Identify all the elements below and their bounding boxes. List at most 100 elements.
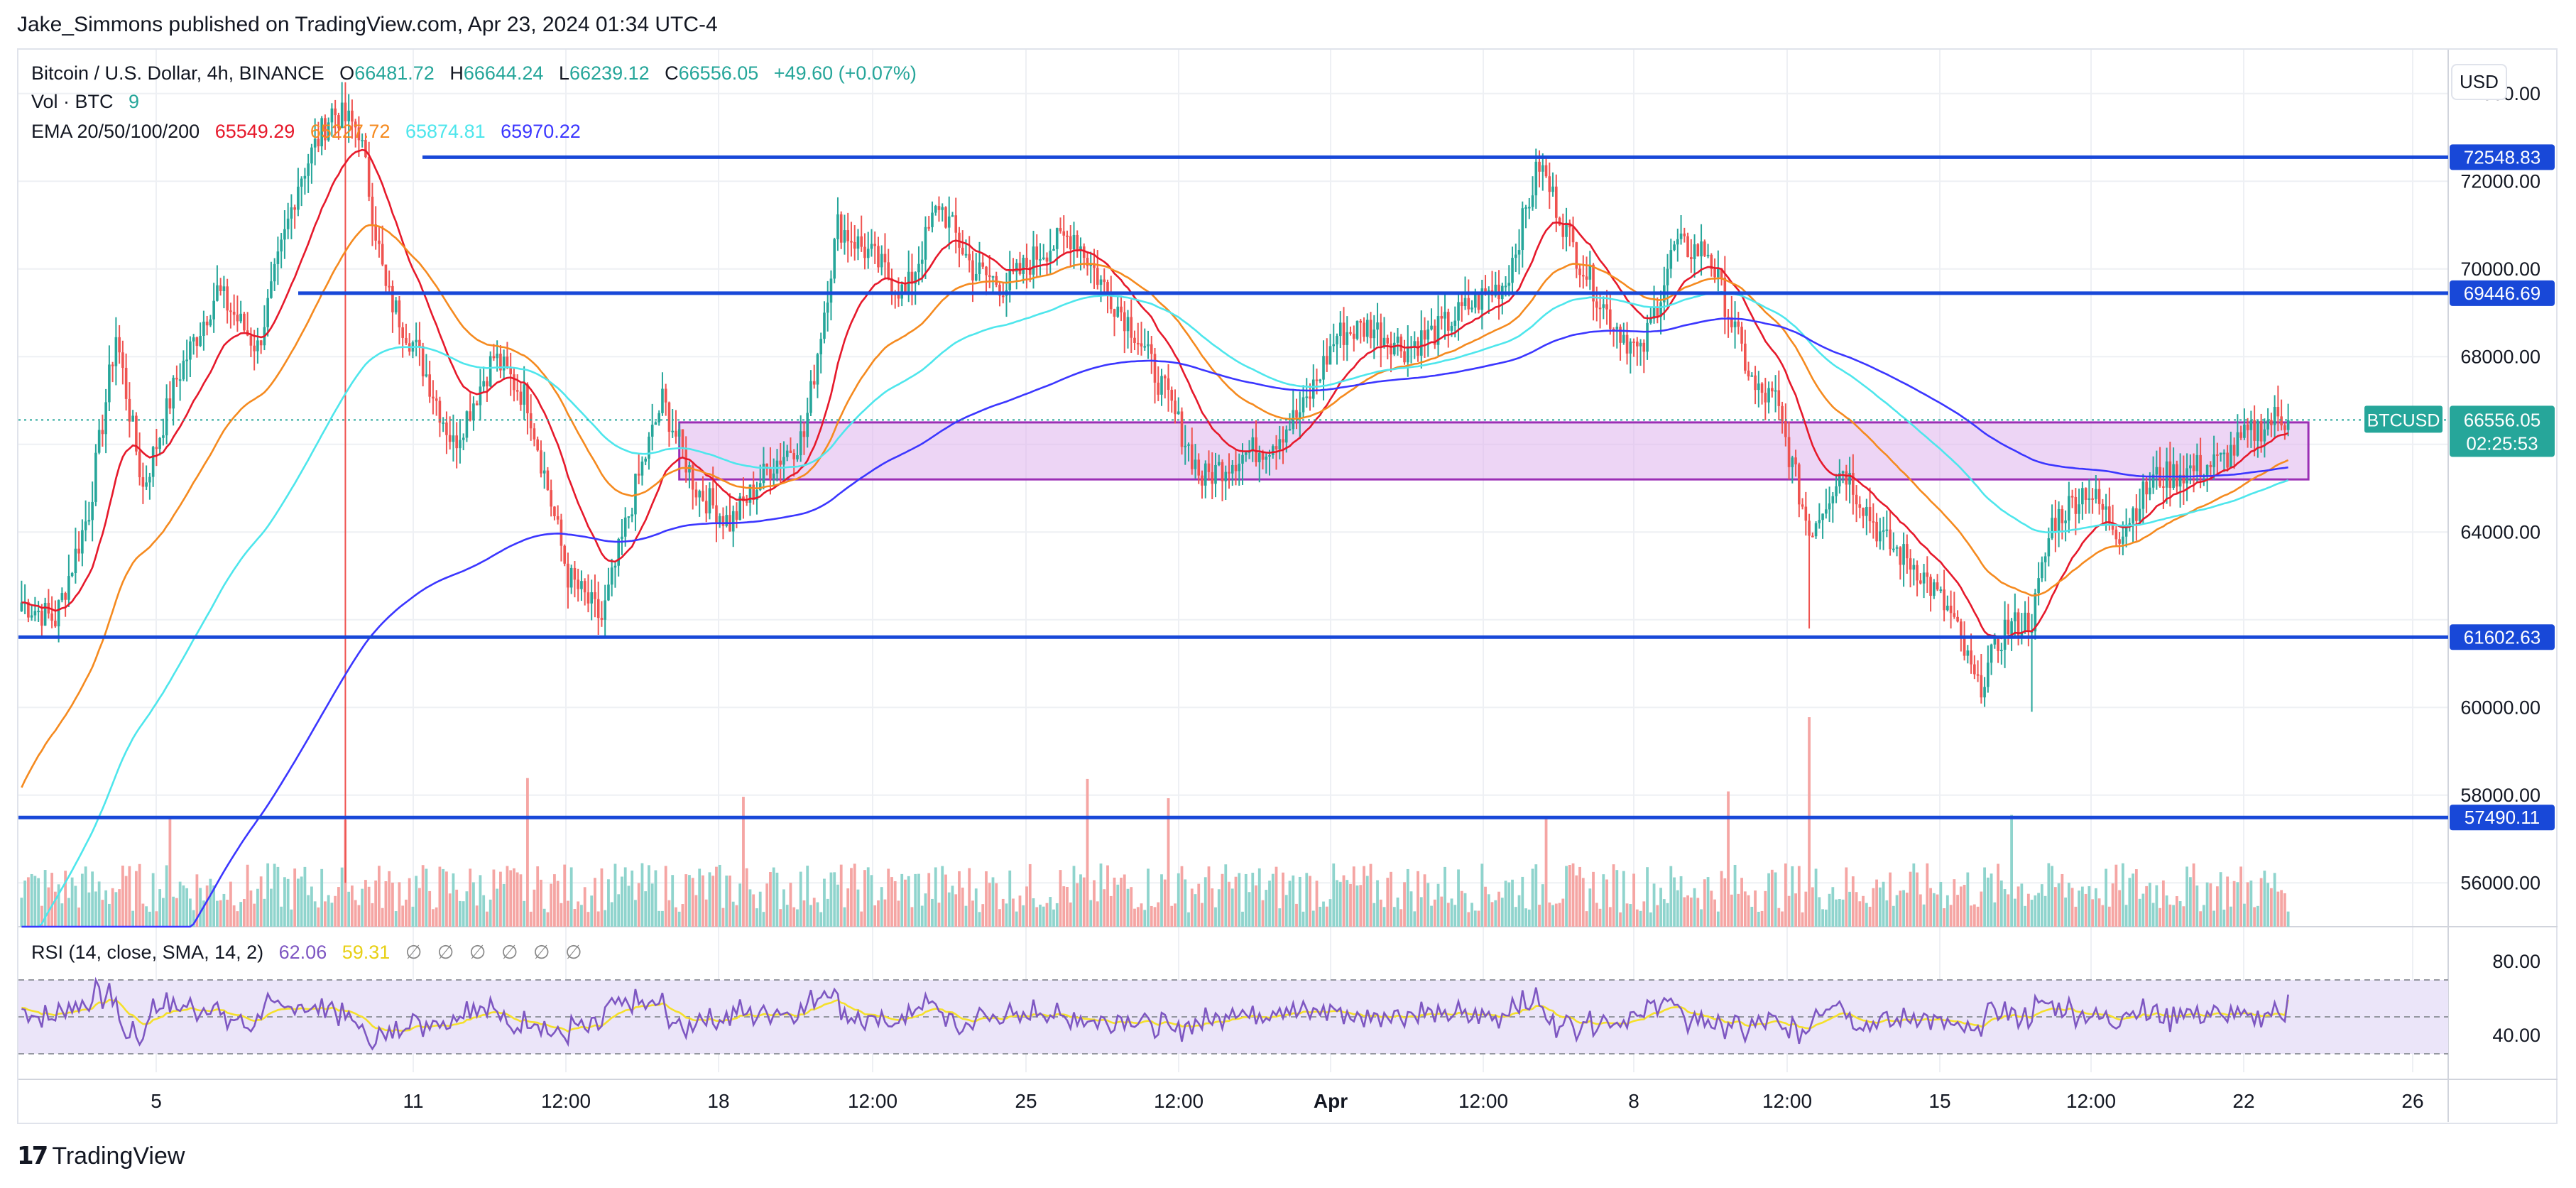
candle-body xyxy=(1561,224,1565,237)
volume-bar xyxy=(2070,888,2074,927)
candle-body xyxy=(748,484,752,503)
candle-body xyxy=(1453,320,1457,326)
candle-body xyxy=(998,285,1001,296)
candle-body xyxy=(1035,246,1039,260)
volume-bar xyxy=(1851,876,1855,927)
volume-bar xyxy=(1943,908,1945,927)
candle-body xyxy=(1160,376,1163,395)
volume-bar xyxy=(995,883,998,927)
volume-bar xyxy=(2202,905,2205,927)
time-tick-label: 22 xyxy=(2232,1090,2254,1112)
volume-bar xyxy=(648,865,650,927)
candle-body xyxy=(1443,312,1446,319)
volume-bar xyxy=(1450,898,1453,927)
volume-bar xyxy=(1214,907,1217,927)
candle-body xyxy=(819,339,823,354)
volume-bar xyxy=(1170,905,1174,927)
volume-bar xyxy=(964,905,968,927)
candle-body xyxy=(1103,279,1106,283)
candle-body xyxy=(141,477,145,487)
candle-body xyxy=(772,473,775,479)
volume-bar xyxy=(2151,903,2155,927)
volume-bar xyxy=(2155,885,2159,927)
candle-body xyxy=(1082,246,1086,258)
candle-body xyxy=(401,327,404,338)
volume-bar xyxy=(1470,903,1473,927)
volume-bar xyxy=(2034,895,2037,927)
volume-bar xyxy=(1177,873,1180,927)
volume-bar xyxy=(1926,863,1929,927)
volume-bar xyxy=(2016,886,2020,927)
candle-body xyxy=(1349,332,1352,334)
candle-body xyxy=(1446,312,1450,331)
candle-body xyxy=(745,501,748,503)
candle-body xyxy=(1167,378,1170,390)
candle-body xyxy=(2165,461,2168,488)
volume-bar xyxy=(401,905,405,927)
time-tick-label: 25 xyxy=(1015,1090,1037,1112)
candle-body xyxy=(1892,548,1895,550)
candle-body xyxy=(1163,376,1167,378)
open-label: O xyxy=(339,62,355,84)
volume-bar xyxy=(631,870,634,927)
volume-bar xyxy=(1831,887,1835,927)
candle-body xyxy=(553,506,556,516)
volume-bar xyxy=(391,882,394,927)
candle-body xyxy=(853,241,856,249)
candle-body xyxy=(985,266,988,276)
candle-body xyxy=(927,227,931,229)
rsi-line xyxy=(21,976,2289,1051)
low-label: L xyxy=(558,62,569,84)
candle-body xyxy=(2230,445,2232,468)
candle-body xyxy=(266,298,269,327)
candle-body xyxy=(499,354,502,371)
volume-bar xyxy=(1052,909,1055,927)
symbol-title[interactable]: Bitcoin / U.S. Dollar, 4h, BINANCE xyxy=(31,62,324,84)
candle-body xyxy=(2070,496,2074,498)
volume-label[interactable]: Vol · BTC xyxy=(31,91,114,112)
volume-bar xyxy=(799,871,802,927)
volume-bar xyxy=(2175,896,2178,927)
volume-bar xyxy=(1986,877,1990,927)
candle-body xyxy=(2178,474,2182,487)
volume-bar xyxy=(748,889,752,927)
candle-body xyxy=(1511,258,1514,283)
footer-brand[interactable]: 𝟭𝟳 TradingView xyxy=(17,1142,185,1170)
candle-body xyxy=(1534,161,1538,196)
volume-bar xyxy=(23,881,27,927)
price-tick-label: 68000.00 xyxy=(2460,346,2540,367)
candle-body xyxy=(425,374,428,376)
ema-label[interactable]: EMA 20/50/100/200 xyxy=(31,121,200,142)
candle-body xyxy=(1615,327,1619,329)
candle-body xyxy=(1355,320,1359,339)
rsi-label[interactable]: RSI (14, close, SMA, 14, 2) xyxy=(31,942,264,963)
candle-body xyxy=(185,359,188,361)
volume-bar xyxy=(219,900,222,927)
volume-bar xyxy=(715,866,718,927)
volume-bar xyxy=(1666,903,1669,927)
volume-bar xyxy=(536,866,540,927)
candle-body xyxy=(2259,421,2263,442)
candle-body xyxy=(432,396,435,399)
candle-body xyxy=(856,236,860,249)
volume-bar xyxy=(1882,881,1885,927)
volume-bar xyxy=(2226,876,2230,927)
candle-body xyxy=(1396,337,1399,343)
volume-bar xyxy=(725,876,728,927)
candle-body xyxy=(924,227,927,260)
candle-body xyxy=(1022,258,1025,274)
time-tick-label: 12:00 xyxy=(2066,1090,2116,1112)
candle-body xyxy=(1379,322,1382,347)
volume-bar xyxy=(772,867,775,927)
volume-bar xyxy=(94,891,97,927)
candle-body xyxy=(1902,544,1905,565)
candle-body xyxy=(1983,687,1986,698)
candle-body xyxy=(1666,268,1669,285)
candle-body xyxy=(1463,298,1467,307)
volume-bar xyxy=(297,878,300,927)
candle-body xyxy=(317,138,320,147)
volume-bar xyxy=(974,888,978,927)
time-tick-label: 12:00 xyxy=(1154,1090,1204,1112)
currency-button[interactable]: USD xyxy=(2451,64,2507,100)
